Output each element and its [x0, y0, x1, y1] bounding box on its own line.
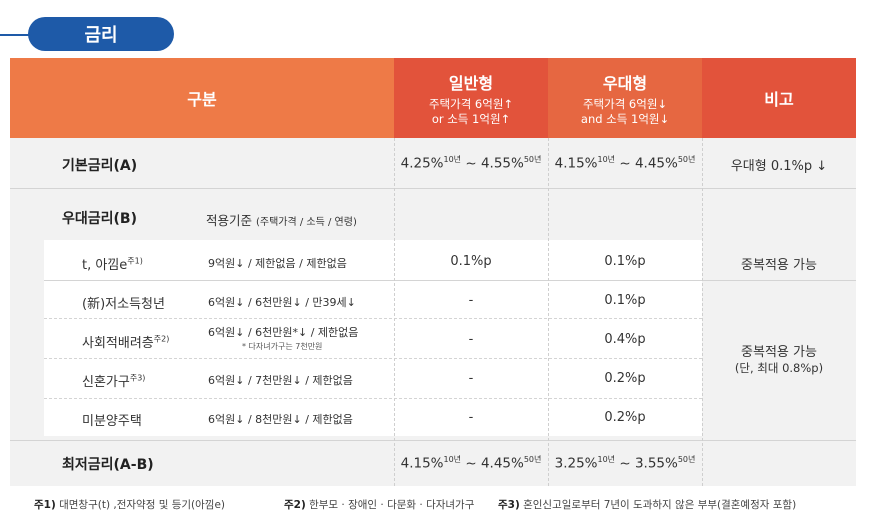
- min-rate-band: [10, 440, 856, 486]
- row-general-4: -: [468, 410, 474, 425]
- remark-duplicate-2: 중복적용 가능: [741, 345, 817, 360]
- header-general-line1: 주택가격 6억원↑: [428, 96, 514, 111]
- footnote-2: 주2) 한부모 · 장애인 · 다문화 · 다자녀가구: [284, 499, 475, 511]
- row-criteria-0: 9억원↓ / 제한없음 / 제한없음: [208, 257, 347, 270]
- base-rate-general: 4.25%10년 ~ 4.55%50년: [400, 155, 542, 172]
- base-rate-remark: 우대형 0.1%p ↓: [730, 159, 828, 174]
- row-general-2: -: [468, 332, 474, 347]
- discount-label: 우대금리(B): [62, 211, 137, 227]
- divider: [44, 398, 702, 399]
- row-criteria-1: 6억원↓ / 6천만원↓ / 만39세↓: [208, 296, 356, 309]
- footnote-1: 주1) 대면창구(t) ,전자약정 및 등기(아낌e): [34, 499, 225, 511]
- divider: [44, 318, 702, 319]
- row-name-3: 신혼가구주3): [82, 373, 146, 390]
- divider: [10, 188, 856, 189]
- header-category-label: 구분: [187, 90, 217, 109]
- row-criteria-4: 6억원↓ / 8천만원↓ / 제한없음: [208, 413, 353, 426]
- divider: [44, 358, 702, 359]
- row-preferential-0: 0.1%p: [604, 254, 646, 269]
- divider: [10, 440, 856, 441]
- header-preferential: 우대형 주택가격 6억원↓ and 소득 1억원↓: [548, 58, 702, 138]
- column-divider: [548, 138, 549, 486]
- header-preferential-line2: and 소득 1억원↓: [580, 111, 670, 126]
- header-general: 일반형 주택가격 6억원↑ or 소득 1억원↑: [394, 58, 548, 138]
- row-name-0: t, 아낌e주1): [82, 256, 143, 273]
- remark-duplicate: 중복적용 가능: [741, 258, 817, 273]
- header-preferential-line1: 주택가격 6억원↓: [582, 96, 668, 111]
- row-name-1: (新)저소득청년: [82, 297, 165, 312]
- header-general-title: 일반형: [448, 73, 494, 93]
- header-category: 구분: [10, 58, 394, 138]
- header-remarks: 비고: [702, 58, 856, 138]
- base-rate-band: [10, 138, 856, 188]
- column-divider: [702, 138, 703, 486]
- column-divider: [394, 138, 395, 486]
- header-remarks-label: 비고: [764, 90, 794, 109]
- row-preferential-4: 0.2%p: [604, 410, 646, 425]
- header-preferential-title: 우대형: [602, 73, 648, 93]
- base-rate-preferential: 4.15%10년 ~ 4.45%50년: [554, 155, 696, 172]
- sub-rows-panel: [44, 240, 394, 436]
- row-preferential-1: 0.1%p: [604, 293, 646, 308]
- title-line: [0, 34, 30, 36]
- section-title: 금리: [28, 17, 174, 51]
- row-general-3: -: [468, 371, 474, 386]
- row-preferential-3: 0.2%p: [604, 371, 646, 386]
- divider: [702, 280, 856, 281]
- row-criteria-3: 6억원↓ / 7천만원↓ / 제한없음: [208, 374, 353, 387]
- row-general-1: -: [468, 293, 474, 308]
- row-general-0: 0.1%p: [450, 254, 492, 269]
- min-rate-preferential: 3.25%10년 ~ 3.55%50년: [554, 455, 696, 472]
- base-rate-label: 기본금리(A): [62, 158, 138, 174]
- row-criteria-2: 6억원↓ / 6천만원*↓ / 제한없음: [208, 326, 359, 339]
- footnote-3: 주3) 혼인신고일로부터 7년이 도과하지 않은 부부(결혼예정자 포함): [498, 499, 797, 511]
- row-criteria-2-note: * 다자녀가구는 7천만원: [242, 342, 323, 351]
- min-rate-general: 4.15%10년 ~ 4.45%50년: [400, 455, 542, 472]
- section-title-text: 금리: [84, 25, 118, 46]
- row-preferential-2: 0.4%p: [604, 332, 646, 347]
- header-general-line2: or 소득 1억원↑: [431, 111, 511, 126]
- rate-table: 구분 일반형 주택가격 6억원↑ or 소득 1억원↑ 우대형 주택가격 6억원…: [10, 58, 856, 486]
- criteria-header: 적용기준 (주택가격 / 소득 / 연령): [206, 213, 357, 228]
- row-name-4: 미분양주택: [82, 414, 142, 429]
- remark-duplicate-2-sub: (단, 최대 0.8%p): [734, 361, 824, 375]
- divider: [44, 280, 702, 281]
- min-rate-label: 최저금리(A-B): [62, 457, 154, 473]
- row-name-2: 사회적배려층주2): [82, 334, 170, 351]
